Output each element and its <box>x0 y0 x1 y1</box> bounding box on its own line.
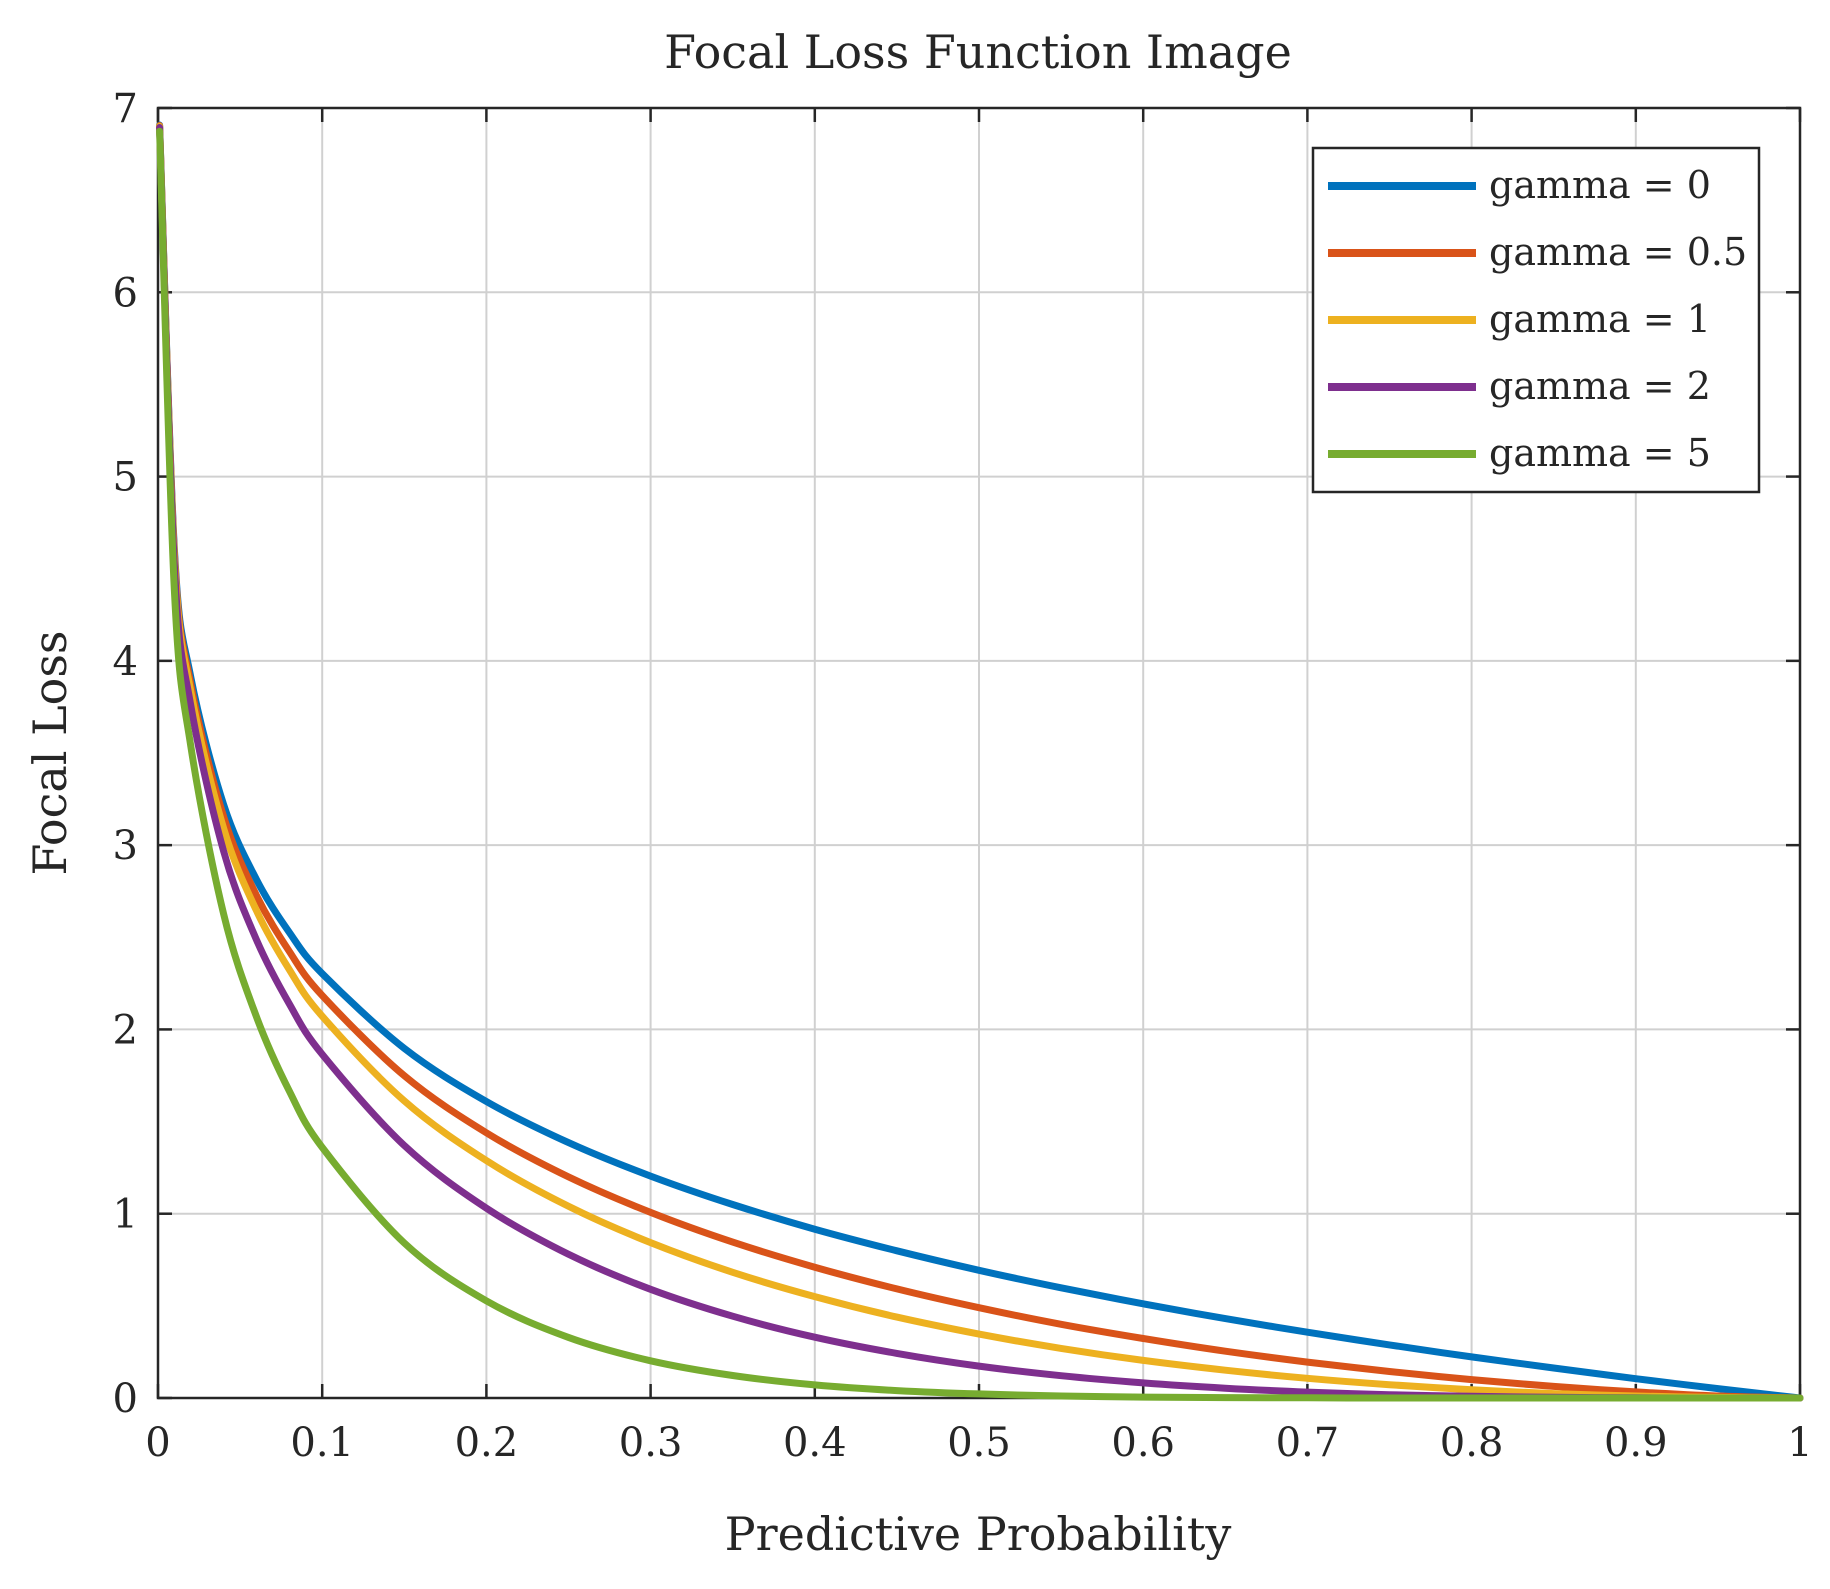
x-tick-label: 0.6 <box>1111 1420 1175 1466</box>
legend-label-1: gamma = 0.5 <box>1489 230 1747 274</box>
y-tick-label: 3 <box>113 823 138 869</box>
series-line-2 <box>156 122 1804 1402</box>
x-tick-label: 0.1 <box>290 1420 354 1466</box>
legend-label-4: gamma = 5 <box>1489 431 1711 475</box>
legend-label-0: gamma = 0 <box>1489 163 1711 207</box>
legend-label-3: gamma = 2 <box>1489 364 1711 408</box>
y-tick-label: 5 <box>113 455 138 501</box>
y-tick-label: 2 <box>113 1007 138 1053</box>
y-tick-label: 7 <box>113 86 138 132</box>
x-tick-label: 0.2 <box>455 1420 519 1466</box>
y-tick-label: 1 <box>113 1192 138 1238</box>
series-line-0 <box>156 121 1804 1402</box>
x-tick-label: 0.9 <box>1604 1420 1668 1466</box>
legend: gamma = 0 gamma = 0.5 gamma = 1 gamma = 2 ga… <box>1311 146 1761 494</box>
x-tick-label: 0.3 <box>619 1420 683 1466</box>
x-tick-label: 0.7 <box>1276 1420 1340 1466</box>
x-tick-label: 0.8 <box>1440 1420 1504 1466</box>
axis-ticks: 0 0.1 0.2 0.3 0.4 0.5 0.6 0.7 0.8 0.9 1 0 1 2 3 4 5 6 7 <box>113 86 1813 1466</box>
x-tick-label: 0.4 <box>783 1420 847 1466</box>
y-axis-label: Focal Loss <box>23 630 77 875</box>
legend-label-2: gamma = 1 <box>1489 297 1711 341</box>
series-line-4 <box>156 127 1804 1402</box>
chart-title: Focal Loss Function Image <box>664 25 1292 79</box>
x-tick-label: 1 <box>1787 1420 1812 1466</box>
y-tick-label: 6 <box>113 270 138 316</box>
x-axis-label: Predictive Probability <box>725 1507 1232 1561</box>
x-tick-label: 0 <box>145 1420 170 1466</box>
y-tick-label: 4 <box>113 639 138 685</box>
y-tick-label: 0 <box>113 1376 138 1422</box>
x-tick-label: 0.5 <box>947 1420 1011 1466</box>
series-lines <box>156 121 1804 1402</box>
